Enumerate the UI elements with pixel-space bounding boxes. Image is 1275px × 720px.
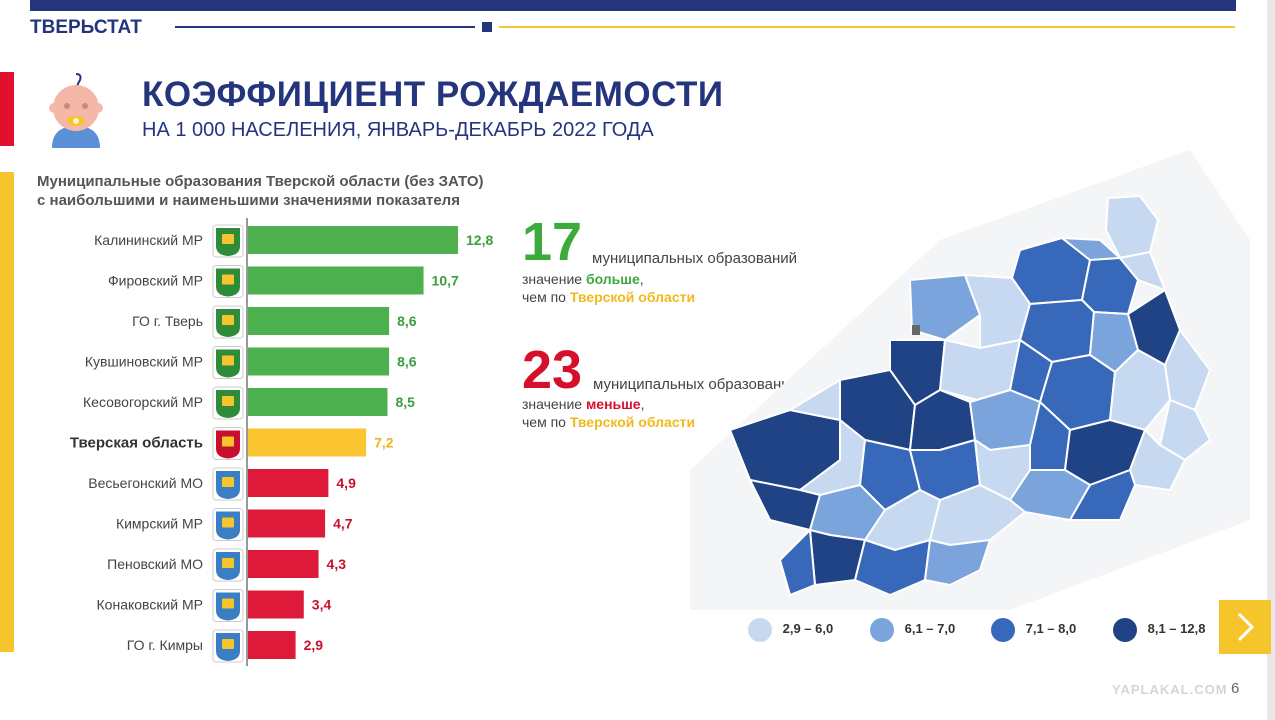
coat-of-arms-icon xyxy=(212,589,244,622)
next-slide-button[interactable] xyxy=(1219,600,1271,654)
page-number: 6 xyxy=(1231,680,1240,697)
coat-of-arms-icon xyxy=(212,346,244,379)
coat-of-arms-icon xyxy=(212,467,244,501)
chart-title-line2: с наибольшими и наименьшими значениями п… xyxy=(37,192,460,209)
bar xyxy=(248,428,367,457)
value-label: 10,7 xyxy=(432,273,459,289)
stat-more-line1: муниципальных образований xyxy=(592,250,798,267)
map-zato-marker xyxy=(912,325,920,335)
page-subtitle: НА 1 000 НАСЕЛЕНИЯ, ЯНВАРЬ-ДЕКАБРЬ 2022 … xyxy=(142,119,654,141)
map-district xyxy=(909,274,981,341)
category-label: Пеновский МО xyxy=(107,556,203,572)
value-label: 3,4 xyxy=(312,597,332,613)
map-district xyxy=(1069,469,1136,521)
coat-of-arms-icon xyxy=(212,265,244,298)
bar xyxy=(248,347,390,376)
bar xyxy=(248,266,424,295)
legend-item: 8,1 – 12,8 xyxy=(1112,617,1205,643)
scrollbar-track[interactable] xyxy=(1267,0,1275,720)
stat-more-number: 17 xyxy=(522,212,583,272)
stat-less-number: 23 xyxy=(522,340,583,400)
category-label: Конаковский МР xyxy=(97,597,203,613)
map-district xyxy=(1159,399,1211,461)
red-accent-bar xyxy=(0,72,14,146)
chart-title: Муниципальные образования Тверской облас… xyxy=(37,172,517,210)
tver-region-map xyxy=(690,150,1250,610)
value-label: 8,5 xyxy=(395,394,415,410)
legend-swatch xyxy=(870,618,894,642)
coat-of-arms-icon xyxy=(212,629,244,663)
page-title: КОЭФФИЦИЕНТ РОЖДАЕМОСТИ xyxy=(142,75,724,114)
yellow-accent-bar xyxy=(0,172,14,652)
baby-icon xyxy=(49,73,103,148)
bar xyxy=(248,388,388,416)
value-label: 4,9 xyxy=(336,475,356,491)
value-label: 4,3 xyxy=(327,556,347,572)
map-district xyxy=(779,529,816,596)
category-label: ГО г. Тверь xyxy=(132,313,203,329)
category-label: Калининский МР xyxy=(94,232,203,248)
top-bar xyxy=(30,0,1236,11)
category-label: Тверская область xyxy=(70,435,203,452)
value-label: 2,9 xyxy=(304,637,324,653)
coat-of-arms-icon xyxy=(212,224,244,258)
stat-less-line1: муниципальных образования xyxy=(593,376,798,393)
chevron-right-icon xyxy=(1237,612,1255,642)
legend-item: 7,1 – 8,0 xyxy=(990,617,1076,643)
bar xyxy=(248,307,390,335)
value-label: 4,7 xyxy=(333,516,353,532)
stat-less-line3: чем по Тверской области xyxy=(522,414,696,430)
stat-more-line3: чем по Тверской области xyxy=(522,289,696,305)
category-label: Фировский МР xyxy=(108,273,203,289)
map-district xyxy=(924,539,991,586)
category-label: Кувшиновский МР xyxy=(85,354,203,370)
header-square xyxy=(482,22,492,32)
bar xyxy=(248,509,326,538)
category-label: Кимрский МР xyxy=(116,516,203,532)
category-label: ГО г. Кимры xyxy=(127,637,203,653)
legend-item: 2,9 – 6,0 xyxy=(747,617,833,643)
legend-swatch xyxy=(748,618,772,642)
bar-chart: Калининский МР 12,8 Фировский МР 10,7 ГО г. … xyxy=(70,218,493,666)
value-label: 12,8 xyxy=(466,232,493,248)
map-district xyxy=(789,379,841,421)
bar xyxy=(248,590,304,619)
map-district xyxy=(969,389,1041,451)
coat-of-arms-icon xyxy=(212,427,244,460)
bar xyxy=(248,226,458,254)
category-label: Весьегонский МО xyxy=(88,475,203,491)
legend-swatch xyxy=(1113,618,1137,642)
coat-of-arms-icon xyxy=(212,548,244,582)
value-label: 8,6 xyxy=(397,354,417,370)
chart-title-line1: Муниципальные образования Тверской облас… xyxy=(37,173,484,190)
stat-more-line2: значение больше, xyxy=(522,271,644,287)
watermark: YAPLAKAL.COM xyxy=(1112,682,1228,697)
value-label: 8,6 xyxy=(397,313,417,329)
coat-of-arms-icon xyxy=(212,508,244,541)
bar xyxy=(248,469,329,497)
category-label: Кесовогорский МР xyxy=(83,394,203,410)
legend-swatch xyxy=(991,618,1015,642)
legend-item: 6,1 – 7,0 xyxy=(869,617,955,643)
bar xyxy=(248,550,319,578)
coat-of-arms-icon xyxy=(212,386,244,420)
brand-logo: ТВЕРЬСТАТ xyxy=(30,17,142,38)
value-label: 7,2 xyxy=(374,435,394,451)
header-divider-right xyxy=(499,26,1235,28)
bar xyxy=(248,631,296,659)
header-divider-left xyxy=(175,26,475,28)
stat-less-line2: значение меньше, xyxy=(522,396,645,412)
coat-of-arms-icon xyxy=(212,305,244,339)
